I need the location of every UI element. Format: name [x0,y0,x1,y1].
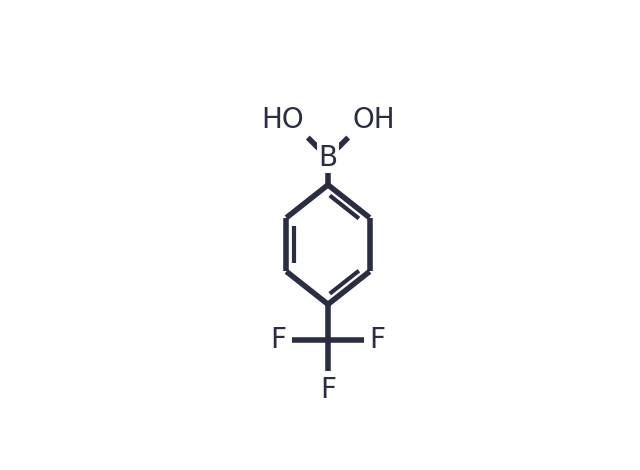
Text: F: F [370,327,386,354]
Text: B: B [319,144,337,172]
Text: F: F [270,327,286,354]
Text: OH: OH [353,106,395,134]
Text: F: F [320,376,336,404]
Text: HO: HO [261,106,303,134]
